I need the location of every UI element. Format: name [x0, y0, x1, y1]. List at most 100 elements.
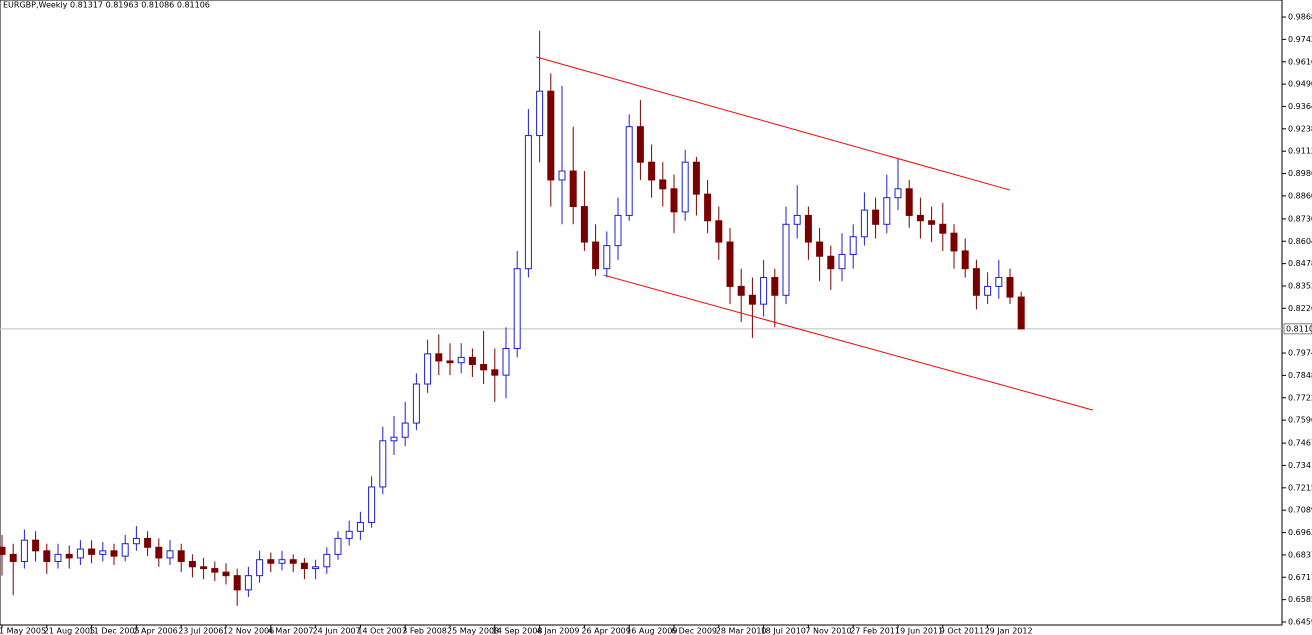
candle-body: [244, 575, 252, 591]
candle-body: [928, 220, 936, 225]
candle-body: [356, 521, 364, 532]
y-tick-label: 0.96160: [1288, 57, 1312, 66]
x-tick-label: 16 Aug 2009: [626, 627, 677, 635]
candle-body: [121, 543, 129, 557]
candle-body: [681, 161, 689, 213]
x-tick-label: 3 Feb 2008: [402, 627, 447, 635]
candle-body: [267, 559, 275, 564]
candle-body: [715, 220, 723, 243]
y-tick-label: 0.79745: [1288, 349, 1312, 358]
x-tick-label: 11 Dec 2005: [89, 627, 140, 635]
candle-body: [580, 206, 588, 243]
x-tick-label: 27 Feb 2011: [850, 627, 900, 635]
candle-body: [1017, 296, 1025, 330]
candle-body: [860, 209, 868, 238]
candle-body: [256, 559, 264, 577]
candle-body: [211, 568, 219, 573]
y-tick-label: 0.78485: [1288, 371, 1312, 380]
y-tick-label: 0.83525: [1288, 281, 1312, 290]
candle-body: [457, 356, 465, 364]
candle-body: [132, 537, 140, 545]
y-tick-label: 0.67110: [1288, 573, 1312, 582]
candle-body: [939, 223, 947, 234]
candle-body: [9, 553, 17, 562]
candle-body: [569, 170, 577, 208]
x-tick-label: 26 Apr 2009: [581, 627, 630, 635]
candle-body: [312, 566, 320, 570]
candle-body: [838, 253, 846, 270]
y-tick-label: 0.93640: [1288, 102, 1312, 111]
candle-body: [54, 553, 62, 562]
candle-body: [491, 369, 499, 376]
x-tick-label: 4 Jan 2009: [537, 627, 580, 635]
y-tick-label: 0.98680: [1288, 13, 1312, 22]
candle-body: [155, 546, 163, 559]
y-tick-label: 0.84785: [1288, 259, 1312, 268]
candle-body: [99, 550, 107, 555]
candle-body: [592, 241, 600, 270]
candle-body: [625, 126, 633, 216]
y-tick-label: 0.91120: [1288, 147, 1312, 156]
x-tick-label: 7 Nov 2010: [805, 627, 851, 635]
x-tick-label: 19 Jun 2011: [895, 627, 943, 635]
y-tick-label: 0.68370: [1288, 550, 1312, 559]
candle-body: [379, 440, 387, 488]
candle-body: [32, 539, 40, 552]
candle-body: [390, 436, 398, 442]
candle-body: [984, 285, 992, 296]
y-tick-label: 0.77225: [1288, 393, 1312, 402]
x-tick-label: 24 Jun 2007: [313, 627, 361, 635]
y-tick-label: 0.87305: [1288, 214, 1312, 223]
candle-body: [289, 559, 297, 564]
chart-title: EURGBP,Weekly 0.81317 0.81963 0.81086 0.…: [3, 1, 210, 10]
x-tick-label: 12 Nov 2006: [223, 627, 274, 635]
candle-body: [468, 356, 476, 365]
y-tick-label: 0.70890: [1288, 506, 1312, 515]
candle-body: [446, 360, 454, 364]
candle-body: [401, 422, 409, 438]
candle-body: [692, 161, 700, 195]
channel-line: [536, 56, 1011, 191]
candle-body: [827, 255, 835, 270]
candle-body: [737, 285, 745, 296]
candle-body: [961, 250, 969, 270]
candle-body: [345, 530, 353, 539]
candle-body: [323, 553, 331, 568]
y-tick-label: 0.82265: [1288, 304, 1312, 313]
x-tick-label: 29 Jan 2012: [985, 627, 1033, 635]
x-tick-label: 4 Mar 2007: [268, 627, 314, 635]
candle-body: [424, 353, 432, 385]
candle-body: [20, 539, 28, 562]
candle-body: [412, 383, 420, 424]
y-tick-label: 0.86045: [1288, 237, 1312, 246]
candle-body: [278, 559, 286, 564]
plot-frame: [0, 0, 1283, 626]
channel-line: [603, 274, 1094, 411]
candle-body: [883, 197, 891, 225]
candle-body: [804, 214, 812, 243]
candle-body: [435, 353, 443, 362]
x-tick-label: 2 Apr 2006: [133, 627, 177, 635]
candle-body: [782, 223, 790, 296]
candle-body: [144, 537, 152, 548]
y-tick-label: 0.94900: [1288, 80, 1312, 89]
candle-body: [536, 90, 544, 137]
candle-body: [166, 550, 174, 559]
x-tick-label: 25 May 2008: [447, 627, 499, 635]
candle-body: [704, 193, 712, 222]
candle-body: [950, 232, 958, 252]
candle-body: [894, 188, 902, 199]
candle-body: [916, 214, 924, 222]
candle-body: [368, 486, 376, 523]
candle-body: [1006, 277, 1014, 298]
y-tick-label: 0.88600: [1288, 191, 1312, 200]
candle-body: [110, 550, 118, 557]
y-tick-label: 0.75965: [1288, 416, 1312, 425]
candle-body: [88, 548, 96, 555]
candle-body: [849, 236, 857, 255]
candle-body: [513, 268, 521, 350]
candle-body: [233, 575, 241, 591]
candle-body: [480, 363, 488, 371]
candle-body: [547, 90, 555, 181]
x-tick-label: 9 Oct 2011: [940, 627, 984, 635]
